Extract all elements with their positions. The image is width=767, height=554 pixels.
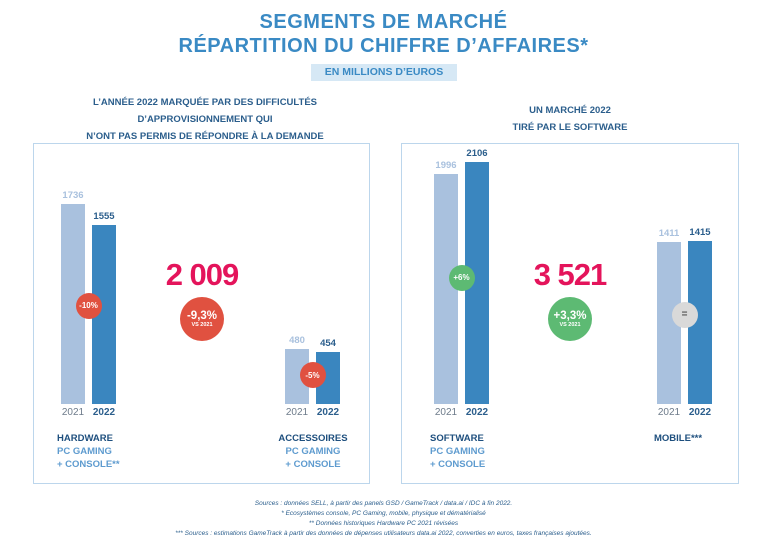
footnote-2: ** Données historiques Hardware PC 2021 … xyxy=(308,520,459,527)
right-subtitle: UN MARCHÉ 2022 TIRÉ PAR LE SOFTWARE xyxy=(512,105,628,133)
unit-label: EN MILLIONS D’EUROS xyxy=(311,64,457,81)
category-software: SOFTWARE PC GAMING + CONSOLE xyxy=(430,433,486,470)
change-badge-software: +6% xyxy=(448,264,475,291)
left-total: 2 009 xyxy=(165,257,240,292)
change-badge-mobile: = xyxy=(671,301,698,328)
year-label-mobile-2021: 2021 xyxy=(657,407,681,418)
value-label-software-2021: 1996 xyxy=(435,160,457,172)
value-label-accessoires-2021: 480 xyxy=(289,334,305,346)
value-label-mobile-2022: 1415 xyxy=(689,227,711,239)
right-total-change-sub: VS 2021 xyxy=(559,321,581,328)
change-badge-hardware: -10% xyxy=(75,292,102,319)
footnotes: Sources : données SELL, à partir des pan… xyxy=(0,499,767,539)
left-subtitle: L’ANNÉE 2022 MARQUÉE PAR DES DIFFICULTÉS… xyxy=(86,97,324,142)
title-line-1: SEGMENTS DE MARCHÉ xyxy=(259,11,508,33)
right-panel xyxy=(401,143,739,484)
left-total-change: -9,3% xyxy=(186,309,218,322)
value-label-mobile-2021: 1411 xyxy=(658,227,680,239)
year-label-software-2021: 2021 xyxy=(434,407,458,418)
left-total-change-sub: VS 2021 xyxy=(191,321,213,328)
year-label-software-2022: 2022 xyxy=(465,407,489,418)
year-label-accessoires-2021: 2021 xyxy=(285,407,309,418)
category-accessoires: ACCESSOIRES PC GAMING + CONSOLE xyxy=(278,433,348,470)
year-label-hardware-2022: 2022 xyxy=(92,407,116,418)
year-label-mobile-2022: 2022 xyxy=(688,407,712,418)
bar-software-2021 xyxy=(434,174,458,404)
value-label-software-2022: 2106 xyxy=(466,147,488,159)
value-label-hardware-2022: 1555 xyxy=(93,211,115,223)
footnote-1: * Ecosystèmes console, PC Gaming, mobile… xyxy=(281,510,486,517)
category-mobile: MOBILE*** xyxy=(654,433,703,444)
value-label-hardware-2021: 1736 xyxy=(62,190,84,202)
year-label-accessoires-2022: 2022 xyxy=(316,407,340,418)
change-badge-accessoires: -5% xyxy=(299,362,326,389)
year-label-hardware-2021: 2021 xyxy=(61,407,85,418)
footnote-sources: Sources : données SELL, à partir des pan… xyxy=(254,500,513,507)
footnote-3: *** Sources : estimations GameTrack à pa… xyxy=(175,530,592,537)
right-total-change-badge: +3,3% VS 2021 xyxy=(548,297,592,341)
category-hardware: HARDWARE PC GAMING + CONSOLE** xyxy=(57,433,120,470)
left-total-change-badge: -9,3% VS 2021 xyxy=(180,297,224,341)
value-label-accessoires-2022: 454 xyxy=(320,337,336,349)
left-panel xyxy=(33,143,370,484)
right-total: 3 521 xyxy=(533,257,608,292)
title-line-2: RÉPARTITION DU CHIFFRE D’AFFAIRES* xyxy=(178,35,589,57)
right-total-change: +3,3% xyxy=(553,309,587,322)
